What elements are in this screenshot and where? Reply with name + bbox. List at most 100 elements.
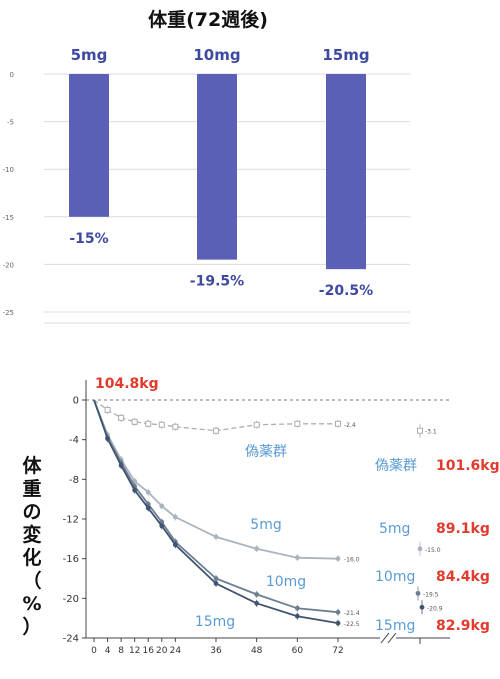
- final-weight-label: 101.6kg: [436, 458, 500, 474]
- bar-15mg: [326, 74, 366, 270]
- bar-category-label: 15mg: [322, 46, 369, 64]
- y-tick-label: -4: [69, 435, 79, 446]
- final-value-label: -20.9: [427, 605, 443, 612]
- bar-chart-bars: [69, 74, 366, 270]
- y-axis-title-char: %: [22, 593, 41, 615]
- line-chart-axes: [85, 380, 450, 644]
- bar-value-label: -20.5%: [319, 283, 373, 299]
- y-axis-title-char: 体: [22, 454, 42, 477]
- bar-chart-value-labels: -15% -19.5% -20.5%: [69, 231, 373, 299]
- line-chart-x-axis: 0 4 8 12 16 20 24 36 48 60 72: [91, 638, 344, 656]
- bar-category-label: 10mg: [193, 46, 240, 64]
- series-label-in-plot: 15mg: [195, 614, 235, 630]
- x-tick-label: 72: [332, 646, 343, 656]
- bar-chart: 体重(72週後) 0 -5 -10 -15 -20 -25 5mg 10mg 15mg -15…: [3, 8, 410, 324]
- line-chart-weight-labels: 104.8kg 101.6kg 89.1kg 84.4kg 82.9kg: [95, 376, 500, 634]
- bar-y-tick-label: -5: [7, 119, 14, 127]
- y-axis-title-char: （: [22, 569, 41, 592]
- series-end-value-label: -21.4: [344, 610, 360, 617]
- final-value-label: -3.1: [425, 429, 437, 436]
- data-point: [213, 581, 219, 586]
- data-point: [145, 505, 151, 511]
- data-point: [159, 523, 165, 529]
- data-point: [294, 420, 301, 427]
- series-end-value-label: -2.4: [344, 422, 356, 429]
- x-tick-label: 0: [91, 646, 97, 656]
- bar-chart-title: 体重(72週後): [148, 8, 268, 31]
- final-data-point: [415, 590, 421, 596]
- data-point: [254, 600, 260, 606]
- baseline-weight-label: 104.8kg: [95, 376, 159, 392]
- bar-chart-y-axis: 0 -5 -10 -15 -20 -25: [3, 71, 14, 317]
- data-point: [118, 414, 125, 421]
- bar-category-label: 5mg: [71, 46, 108, 64]
- data-point: [335, 556, 341, 562]
- data-point: [158, 421, 165, 428]
- bar-y-tick-label: 0: [10, 71, 14, 79]
- y-tick-label: 0: [73, 396, 79, 407]
- final-data-point: [417, 546, 423, 552]
- bar-10mg: [197, 74, 237, 260]
- series-end-value-label: -16.0: [344, 557, 360, 564]
- final-value-label: -19.5: [423, 591, 439, 598]
- final-weight-label: 89.1kg: [436, 521, 490, 537]
- data-point: [131, 418, 138, 425]
- y-tick-label: -20: [63, 594, 79, 605]
- series-label-in-plot: 5mg: [250, 517, 281, 533]
- bar-y-tick-label: -10: [3, 166, 14, 174]
- data-point: [172, 542, 178, 548]
- data-point: [335, 620, 341, 626]
- series-label-in-plot: 偽薬群: [245, 444, 287, 460]
- final-weight-label: 84.4kg: [436, 569, 490, 585]
- series-label-right: 15mg: [375, 618, 415, 634]
- line-chart-y-axis: 0 -4 -8 -12 -16 -20 -24: [63, 396, 86, 645]
- bar-y-tick-label: -15: [3, 214, 14, 222]
- series-line-偽薬群: [93, 399, 338, 432]
- data-point: [254, 546, 260, 552]
- data-point: [213, 534, 219, 540]
- series-label-in-plot: 10mg: [266, 574, 306, 590]
- final-data-point: [419, 604, 425, 610]
- series-label-right: 5mg: [379, 521, 410, 537]
- series-label-right: 偽薬群: [375, 458, 417, 474]
- y-tick-label: -24: [63, 634, 79, 645]
- x-tick-label: 16: [142, 646, 154, 656]
- bar-value-label: -19.5%: [190, 274, 244, 290]
- data-point: [172, 423, 179, 430]
- data-point: [335, 420, 341, 427]
- bar-chart-category-labels: 5mg 10mg 15mg: [71, 46, 370, 64]
- data-point: [172, 514, 178, 520]
- data-point: [254, 591, 260, 597]
- y-axis-title-char: ）: [22, 615, 41, 638]
- line-chart-series: -2.4 -16.0 -21.4 -22.5: [93, 399, 360, 628]
- x-tick-label: 36: [210, 646, 222, 656]
- bar-y-tick-label: -20: [3, 261, 14, 269]
- data-point: [213, 427, 219, 434]
- final-weight-label: 82.9kg: [436, 618, 490, 634]
- final-value-label: -15.0: [425, 547, 441, 554]
- y-tick-label: -8: [69, 475, 79, 486]
- data-point: [335, 609, 341, 615]
- x-tick-label: 24: [170, 646, 182, 656]
- data-point: [294, 605, 300, 611]
- x-tick-label: 12: [129, 646, 140, 656]
- x-tick-label: 4: [105, 646, 111, 656]
- data-point: [145, 420, 152, 427]
- series-end-value-label: -22.5: [344, 621, 360, 628]
- data-point: [253, 421, 260, 428]
- bar-value-label: -15%: [69, 231, 108, 247]
- final-data-point: [417, 427, 423, 434]
- x-tick-label: 48: [251, 646, 263, 656]
- y-axis-title-char: 化: [22, 546, 41, 569]
- data-point: [132, 487, 138, 493]
- x-tick-label: 60: [292, 646, 304, 656]
- bar-5mg: [69, 74, 109, 217]
- x-tick-label: 20: [156, 646, 168, 656]
- y-axis-title-char: 変: [22, 523, 41, 546]
- axis-break-mark: [387, 632, 397, 644]
- y-axis-title-char: 重: [22, 478, 41, 500]
- data-point: [105, 436, 110, 442]
- y-axis-title-char: の: [22, 501, 41, 523]
